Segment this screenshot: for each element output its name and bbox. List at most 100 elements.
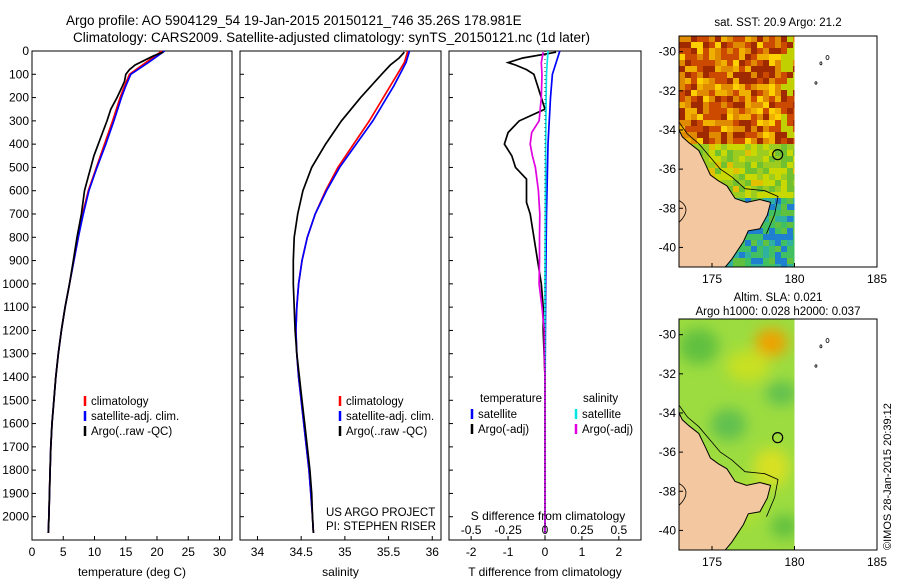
sst-cell [733,150,740,157]
sst-cell [775,240,782,247]
sst-cell [769,36,776,43]
sst-cell [745,102,752,109]
sst-cell [721,174,728,181]
isobath-line [679,121,779,234]
sst-cell [685,132,692,139]
sst-cell [727,96,734,103]
depth-tick-label: 1000 [2,277,29,291]
sst-cell [781,78,788,85]
sst-cell [691,114,698,121]
sst-cell [733,138,740,145]
sst-cell [757,60,764,67]
sst-cell [745,162,752,169]
sst-cell [727,150,734,157]
sst-cell [709,168,716,175]
sst-cell [721,126,728,133]
salinity-xlabel: salinity [322,565,359,579]
salinity-tick-label: 0 [542,523,549,537]
sst-cell [733,144,740,151]
sst-cell [775,174,782,181]
sst-cell [733,114,740,121]
sst-cell [769,54,776,61]
sst-cell [781,66,788,73]
x-tick-label: 25 [182,545,196,559]
sst-cell [775,66,782,73]
sst-cell [685,66,692,73]
sst-cell [751,234,758,241]
sst-cell [721,90,728,97]
sst-cell [721,180,728,187]
sst-cell [787,114,794,121]
sst-cell [787,222,794,229]
sst-cell [781,42,788,49]
sst-cell [679,72,686,79]
sst-cell [679,66,686,73]
sst-cell [727,36,734,43]
x-tick-label: 0 [29,545,36,559]
sst-cell [757,234,764,241]
sst-cell [775,186,782,193]
sst-cell [703,60,710,67]
sst-cell [787,210,794,217]
sst-cell [703,42,710,49]
sst-cell [769,72,776,79]
sst-cell [685,126,692,133]
sst-cell [691,102,698,109]
lat-tick-label: -32 [659,84,677,98]
sst-cell [787,186,794,193]
sst-cell [709,84,716,91]
sst-cell [727,78,734,85]
sst-cell [769,168,776,175]
sst-cell [769,48,776,55]
sst-cell [757,174,764,181]
sst-cell [685,54,692,61]
series-line [529,52,546,533]
sst-cell [697,114,704,121]
sst-cell [751,156,758,163]
sst-cell [715,174,722,181]
sst-cell [751,162,758,169]
sst-cell [775,168,782,175]
sst-cell [781,150,788,157]
sst-cell [685,108,692,115]
argo-location-marker [772,432,784,444]
sst-cell [721,114,728,121]
sst-cell [763,162,770,169]
sst-cell [757,186,764,193]
depth-tick-label: 1200 [2,323,29,337]
difference-panel: -2 -1 0 1 2 T difference from climatology -0.5… [448,50,642,579]
sst-cell [787,144,794,151]
sst-cell [769,264,776,267]
sst-cell [775,108,782,115]
island [825,55,830,60]
sst-cell [787,78,794,85]
depth-tick-label: 1400 [2,370,29,384]
sst-cell [751,54,758,61]
sst-cell [679,90,686,97]
sst-cell [763,138,770,145]
sst-cell [733,36,740,43]
sst-cell [787,174,794,181]
sst-cell [721,120,728,127]
sst-cell [763,222,770,229]
sst-cell [751,246,758,253]
sst-cell [763,186,770,193]
sst-cell [757,258,764,265]
sst-cell [727,138,734,145]
sst-cell [739,144,746,151]
sst-cell [763,156,770,163]
sst-cell [769,192,776,199]
sst-cell [787,168,794,175]
sst-cell [697,102,704,109]
sla-map-panel: Altim. SLA: 0.021 Argo h1000: 0.028 h2000… [659,292,888,569]
sst-cell [709,114,716,121]
sst-cell [739,162,746,169]
sst-cell [757,72,764,79]
legend-label: satellite [582,409,621,421]
sst-cell [769,42,776,49]
sst-cell [745,84,752,91]
sst-cell [751,150,758,157]
lon-tick-label: 175 [702,272,722,286]
sst-cell [745,114,752,121]
sst-cell [715,42,722,49]
